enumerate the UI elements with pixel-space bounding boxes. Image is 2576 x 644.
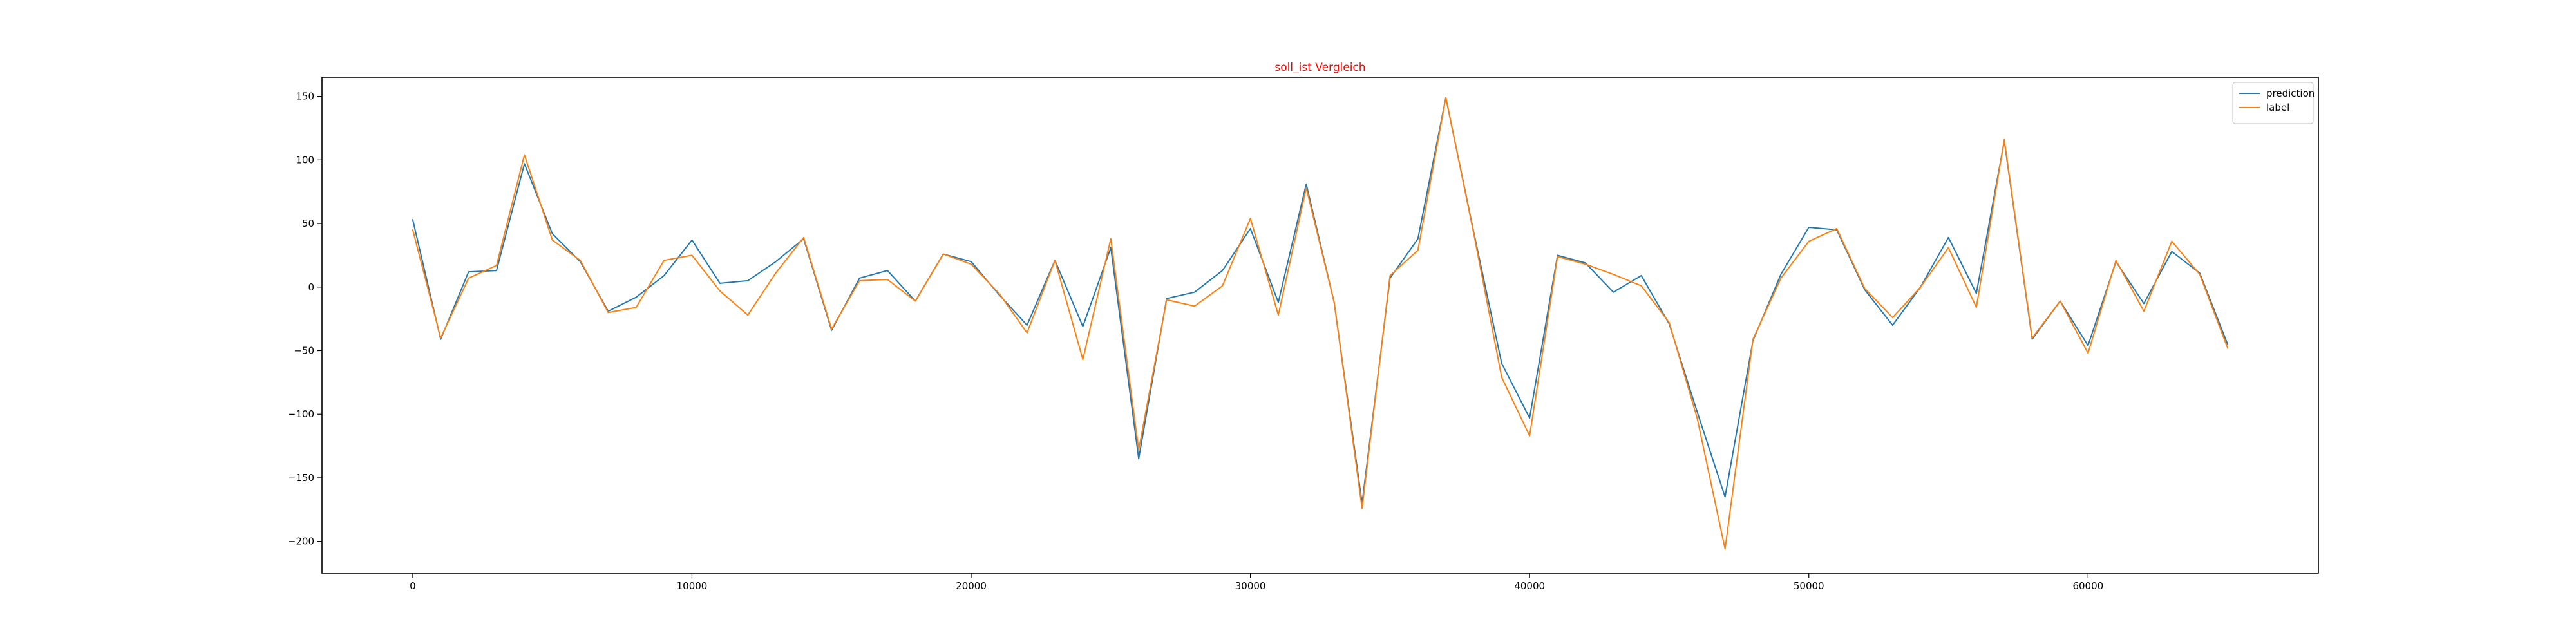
- series-line-label: [412, 97, 2229, 550]
- y-axis: 150 100 50 0 −50 −100 −150 −200: [288, 91, 322, 547]
- x-tick-label: 20000: [956, 580, 987, 592]
- y-tick-label: −50: [294, 345, 314, 356]
- legend-label-prediction: prediction: [2266, 88, 2315, 99]
- x-tick-label: 0: [410, 580, 416, 592]
- y-tick-label: −150: [288, 472, 314, 484]
- x-tick-label: 50000: [1794, 580, 1824, 592]
- y-tick-label: 0: [308, 281, 314, 293]
- chart-title: soll_ist Vergleich: [1274, 61, 1365, 74]
- y-tick-label: −200: [288, 536, 314, 547]
- x-axis: 0 10000 20000 30000 40000 50000 60000: [410, 573, 2103, 592]
- axes-frame: [321, 77, 2319, 574]
- series-layer: [412, 97, 2229, 550]
- legend: prediction label: [2232, 82, 2315, 124]
- y-tick-label: 150: [296, 91, 314, 102]
- legend-label-label: label: [2266, 102, 2289, 113]
- x-tick-label: 60000: [2072, 580, 2103, 592]
- y-tick-label: 50: [302, 218, 314, 229]
- x-tick-label: 40000: [1514, 580, 1545, 592]
- plot-area: 0 10000 20000 30000 40000 50000 60000 150 100 50…: [288, 77, 2319, 592]
- y-tick-label: −100: [288, 408, 314, 420]
- x-tick-label: 30000: [1235, 580, 1266, 592]
- x-tick-label: 10000: [677, 580, 708, 592]
- y-tick-label: 100: [296, 154, 314, 166]
